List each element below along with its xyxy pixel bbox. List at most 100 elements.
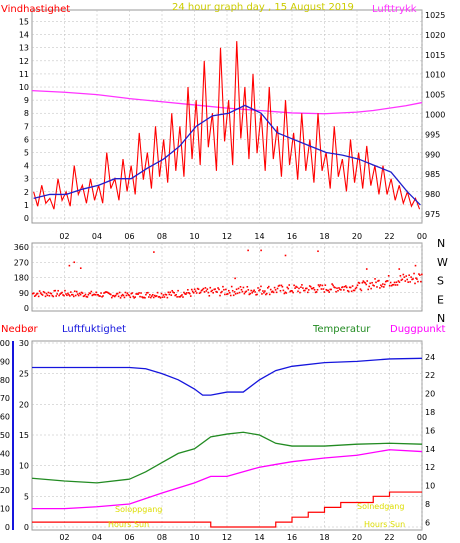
direction-point	[362, 280, 365, 282]
direction-point	[413, 272, 415, 275]
direction-point	[297, 290, 299, 293]
direction-point	[109, 293, 111, 295]
direction-point	[363, 281, 366, 284]
direction-point	[409, 281, 411, 283]
direction-point	[83, 295, 86, 297]
direction-point	[236, 292, 239, 295]
direction-point	[386, 280, 389, 282]
direction-point	[401, 278, 404, 281]
direction-point	[407, 281, 409, 283]
wind-speed-tick: 1	[24, 201, 29, 210]
compass-tick: S	[437, 275, 444, 288]
temperature-tick: 24	[425, 353, 435, 362]
direction-point	[116, 292, 119, 295]
direction-point	[113, 295, 116, 298]
direction-point	[167, 291, 170, 294]
direction-point	[303, 289, 305, 292]
direction-point	[330, 288, 332, 291]
rain-tick: 0	[5, 523, 10, 532]
compass-tick: N	[437, 237, 445, 250]
pressure-tick: 1025	[425, 11, 445, 20]
direction-point	[110, 293, 112, 296]
direction-point	[63, 294, 65, 297]
direction-point	[310, 287, 313, 290]
direction-point	[325, 288, 328, 291]
direction-point	[175, 293, 177, 296]
direction-point	[361, 281, 364, 284]
direction-point	[131, 292, 134, 294]
wind-speed-tick: 7	[24, 122, 29, 131]
direction-point	[254, 291, 256, 293]
direction-point	[247, 249, 249, 252]
direction-point	[296, 286, 298, 289]
direction-point	[268, 293, 271, 296]
direction-point	[356, 284, 359, 287]
direction-point	[108, 292, 110, 295]
pressure-tick: 985	[425, 170, 440, 179]
direction-point	[163, 296, 166, 298]
direction-point	[234, 277, 236, 280]
direction-point	[130, 292, 133, 295]
direction-point	[61, 291, 63, 294]
direction-point	[250, 289, 253, 292]
dewpoint-series-line	[32, 449, 423, 510]
direction-point	[95, 291, 97, 294]
direction-point	[98, 295, 100, 297]
direction-point	[314, 291, 317, 294]
direction-point	[284, 291, 287, 294]
direction-point	[49, 292, 52, 295]
direction-point	[206, 288, 209, 290]
direction-point	[222, 285, 224, 288]
pressure-series-line	[31, 89, 423, 115]
direction-point	[246, 285, 249, 288]
direction-point	[420, 280, 422, 283]
direction-point	[177, 289, 179, 292]
direction-point	[71, 293, 73, 296]
direction-point	[398, 268, 401, 270]
direction-point	[89, 292, 92, 295]
direction-point	[216, 291, 218, 293]
direction-point	[228, 291, 231, 294]
direction-point	[414, 264, 417, 267]
direction-point	[291, 290, 293, 292]
rain-tick: 10	[0, 505, 10, 514]
direction-point	[166, 296, 169, 299]
direction-point	[194, 290, 197, 292]
direction-point	[329, 288, 331, 291]
direction-point	[383, 286, 385, 288]
wind-speed-tick: 4	[24, 162, 29, 171]
temperature-tick: 20	[425, 390, 435, 399]
direction-point	[84, 293, 87, 296]
direction-point	[322, 288, 325, 290]
direction-point	[385, 280, 388, 282]
temperature-tick: 8	[425, 500, 430, 509]
direction-point	[36, 292, 39, 295]
direction-point	[225, 288, 227, 291]
direction-point	[345, 286, 348, 289]
direction-point	[259, 288, 261, 291]
direction-point	[301, 284, 303, 286]
x-tick-label: 06	[124, 533, 134, 542]
direction-point	[104, 291, 106, 294]
direction-point	[352, 289, 355, 292]
x-tick-label: 20	[352, 533, 362, 542]
compass-tick: E	[437, 293, 444, 306]
direction-point	[157, 296, 160, 298]
direction-point	[121, 293, 124, 296]
chart-title: 24 hour graph day , 15 August 2019	[172, 2, 354, 13]
direction-point	[237, 287, 240, 290]
direction-point	[389, 281, 392, 284]
direction-point	[320, 288, 323, 290]
direction-point	[272, 291, 275, 294]
direction-point	[382, 283, 384, 285]
rain-series-line	[32, 491, 422, 528]
direction-point	[343, 289, 345, 291]
humidity-tick: 15	[19, 431, 29, 440]
direction-point	[198, 292, 201, 295]
x-tick-label: 12	[222, 232, 232, 241]
direction-point	[107, 291, 109, 294]
temperature-tick: 14	[425, 445, 435, 454]
direction-point	[120, 295, 123, 297]
direction-point	[183, 291, 185, 294]
direction-point	[193, 288, 196, 291]
